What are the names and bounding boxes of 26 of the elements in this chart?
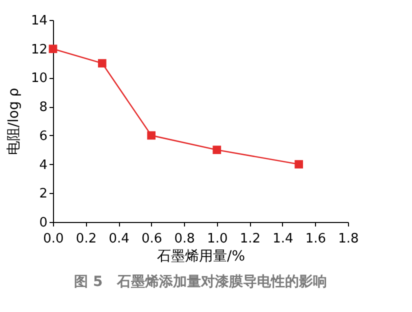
x-tick-label: 1.0 — [207, 232, 228, 246]
x-tick-label: 0.4 — [108, 232, 130, 246]
y-tick-label: 2 — [39, 186, 48, 202]
x-tick-label: 1.4 — [272, 232, 294, 246]
x-tick-label: 1.8 — [338, 232, 359, 246]
text: 图 5 石墨烯添加量对漆膜导电性的影响 — [74, 274, 327, 290]
x-tick-label: 1.6 — [305, 232, 326, 246]
point — [147, 131, 156, 140]
y-tick-label: 4 — [39, 158, 48, 173]
y-tick-label: 8 — [39, 100, 48, 116]
y-tick-label: 12 — [30, 42, 48, 58]
y-tick-label: 10 — [30, 71, 48, 86]
x-tick-label: 0.2 — [76, 232, 97, 246]
point — [48, 44, 58, 54]
y-tick-label: 14 — [30, 14, 48, 28]
y-tick-label: 6 — [39, 128, 48, 144]
x-tick-label: 0.8 — [174, 232, 195, 246]
x-tick-label: 1.2 — [240, 232, 261, 246]
point — [294, 160, 304, 168]
y-axis-title: 电阻/log ρ — [6, 88, 22, 156]
y-tick-label: 0 — [39, 216, 48, 230]
x-tick-label: 0.6 — [141, 232, 162, 246]
point — [212, 146, 222, 154]
x-axis-title: 石墨烯用量/% — [156, 248, 246, 264]
x-tick-label: 0.0 — [43, 232, 64, 246]
point — [98, 59, 106, 68]
